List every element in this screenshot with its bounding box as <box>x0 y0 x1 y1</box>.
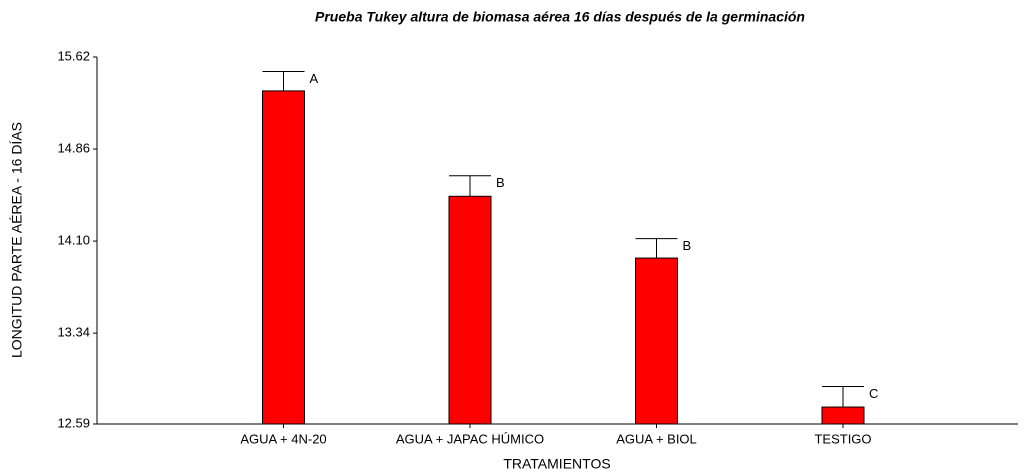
y-tick-label: 15.62 <box>57 48 90 63</box>
y-axis-label: LONGITUD PARTE AÉREA - 16 DÍAS <box>9 122 25 358</box>
bar <box>821 406 865 425</box>
x-tick-label: AGUA + 4N-20 <box>240 431 326 446</box>
x-tick-label: TESTIGO <box>814 431 871 446</box>
x-tick-label: AGUA + JAPAC HÚMICO <box>396 431 544 446</box>
significance-letter: A <box>310 71 319 86</box>
y-tick-label: 13.34 <box>57 325 90 340</box>
significance-letter: C <box>869 386 878 401</box>
bar <box>262 90 305 425</box>
x-tick-label: AGUA + BIOL <box>616 431 697 446</box>
significance-letter: B <box>496 175 505 190</box>
chart-title: Prueba Tukey altura de biomasa aérea 16 … <box>315 9 805 25</box>
x-axis-label: TRATAMIENTOS <box>503 456 610 472</box>
bar <box>448 195 492 425</box>
y-tick-label: 14.86 <box>57 140 90 155</box>
y-tick-label: 14.10 <box>57 233 90 248</box>
bar <box>635 257 678 425</box>
y-tick-label: 12.59 <box>57 415 90 430</box>
significance-letter: B <box>683 238 692 253</box>
